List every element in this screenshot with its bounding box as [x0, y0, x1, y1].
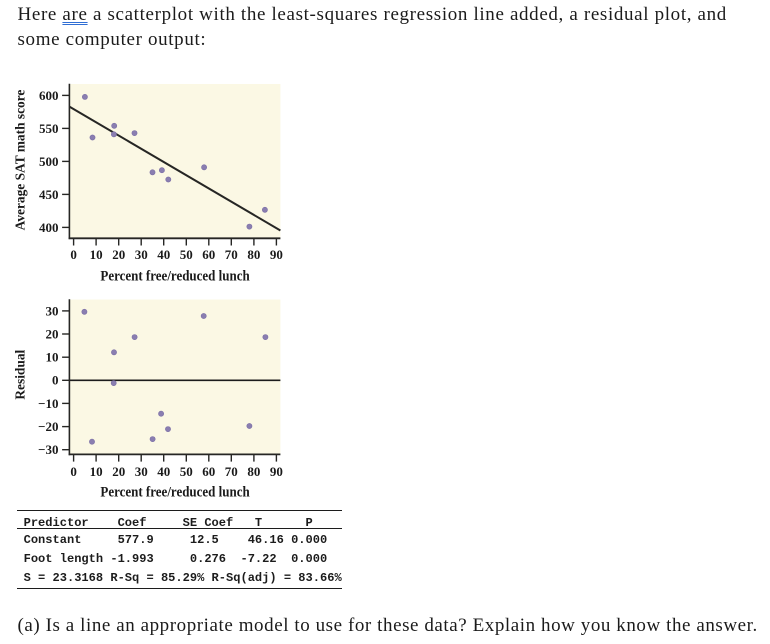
svg-text:30: 30 [135, 247, 148, 262]
svg-text:10: 10 [90, 247, 103, 262]
svg-text:40: 40 [157, 464, 170, 479]
svg-text:30: 30 [46, 303, 59, 318]
svg-text:70: 70 [225, 464, 238, 479]
svg-text:0: 0 [52, 373, 59, 388]
svg-text:400: 400 [39, 220, 59, 235]
svg-text:Average SAT math score: Average SAT math score [13, 90, 28, 231]
svg-text:50: 50 [180, 464, 193, 479]
svg-text:80: 80 [247, 247, 260, 262]
svg-text:−10: −10 [38, 396, 58, 411]
svg-text:90: 90 [270, 247, 283, 262]
svg-text:500: 500 [39, 154, 59, 169]
svg-text:70: 70 [225, 247, 238, 262]
svg-text:10: 10 [90, 464, 103, 479]
svg-text:450: 450 [39, 187, 59, 202]
svg-text:0: 0 [70, 247, 77, 262]
svg-text:20: 20 [112, 464, 125, 479]
svg-text:20: 20 [112, 247, 125, 262]
svg-text:90: 90 [270, 464, 283, 479]
svg-text:550: 550 [39, 121, 59, 136]
svg-text:−20: −20 [38, 419, 58, 434]
svg-text:Percent free/reduced lunch: Percent free/reduced lunch [100, 484, 250, 500]
svg-text:40: 40 [157, 247, 170, 262]
svg-text:600: 600 [39, 88, 59, 103]
svg-text:50: 50 [180, 247, 193, 262]
svg-text:80: 80 [247, 464, 260, 479]
svg-text:−30: −30 [38, 442, 58, 457]
svg-text:Percent free/reduced lunch: Percent free/reduced lunch [100, 268, 250, 284]
svg-text:30: 30 [135, 464, 148, 479]
svg-text:20: 20 [46, 326, 59, 341]
svg-text:Residual: Residual [13, 349, 28, 399]
svg-text:60: 60 [202, 464, 215, 479]
svg-text:60: 60 [202, 247, 215, 262]
svg-text:10: 10 [46, 350, 59, 365]
svg-text:0: 0 [70, 464, 77, 479]
